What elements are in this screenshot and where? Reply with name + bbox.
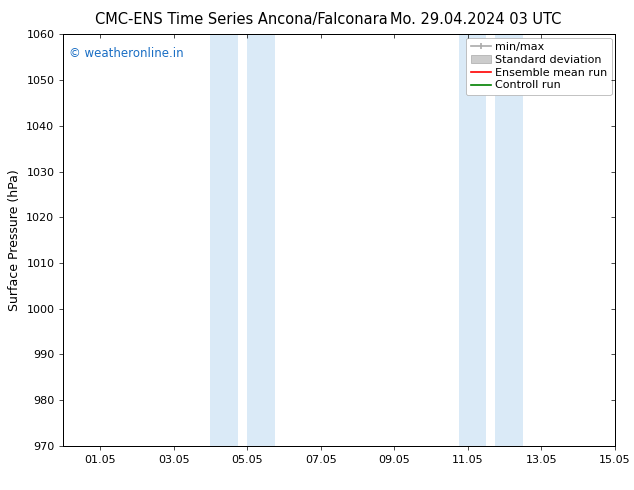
Bar bbox=[496, 34, 523, 446]
Bar bbox=[210, 34, 238, 446]
Y-axis label: Surface Pressure (hPa): Surface Pressure (hPa) bbox=[8, 169, 21, 311]
Bar bbox=[459, 34, 486, 446]
Text: CMC-ENS Time Series Ancona/Falconara: CMC-ENS Time Series Ancona/Falconara bbox=[94, 12, 387, 27]
Bar bbox=[247, 34, 275, 446]
Text: © weatheronline.in: © weatheronline.in bbox=[69, 47, 183, 60]
Text: Mo. 29.04.2024 03 UTC: Mo. 29.04.2024 03 UTC bbox=[390, 12, 561, 27]
Legend: min/max, Standard deviation, Ensemble mean run, Controll run: min/max, Standard deviation, Ensemble me… bbox=[466, 38, 612, 95]
